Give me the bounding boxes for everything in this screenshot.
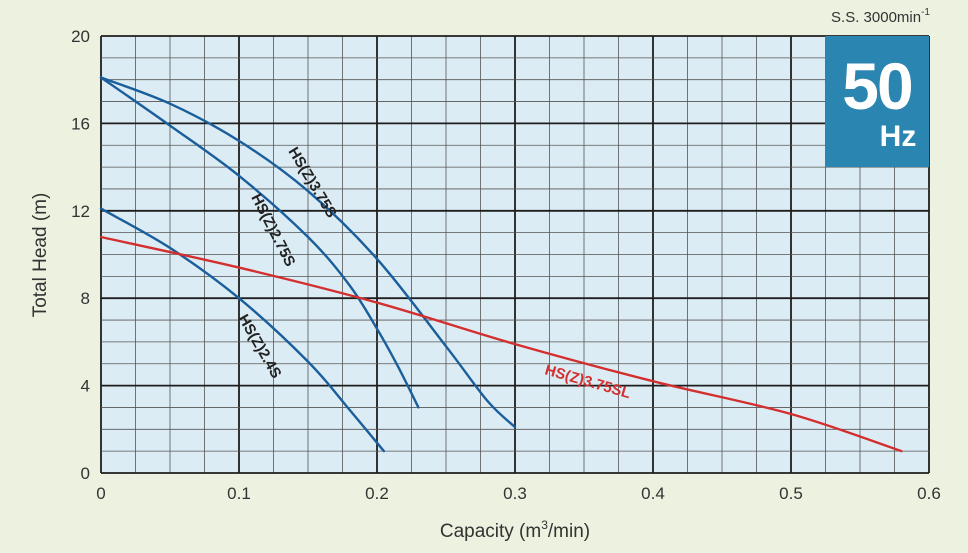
x-tick-label: 0.5 [779, 484, 803, 503]
y-tick-label: 4 [81, 377, 90, 396]
y-tick-label: 16 [71, 114, 90, 133]
series-line-hs-z-2-4s [99, 207, 386, 453]
x-axis-label-sup: 3 [541, 518, 548, 532]
series-lines [99, 76, 903, 453]
hz-badge: 50 Hz [825, 36, 929, 167]
x-tick-label: 0.3 [503, 484, 527, 503]
x-tick-label: 0.6 [917, 484, 941, 503]
hz-badge-unit: Hz [880, 120, 917, 153]
hz-badge-value: 50 [842, 49, 911, 123]
x-tick-label: 0.1 [227, 484, 251, 503]
y-tick-label: 20 [71, 27, 90, 46]
x-axis-label-prefix: Capacity (m [440, 521, 541, 542]
x-axis-label-suffix: /min) [548, 521, 590, 542]
y-tick-label: 12 [71, 202, 90, 221]
y-axis-label: Total Head (m) [30, 193, 51, 318]
series-line-hs-z-3-75sl [99, 235, 903, 453]
y-tick-labels: 0 4 8 12 16 20 [71, 27, 90, 483]
speed-label-exp: -1 [921, 7, 930, 18]
x-tick-labels: 0 0.1 0.2 0.3 0.4 0.5 0.6 [96, 484, 941, 503]
x-axis-label: Capacity (m3/min) [440, 518, 590, 542]
grid [100, 35, 930, 474]
series-line-hs-z-2-75s [99, 76, 420, 409]
x-tick-label: 0.4 [641, 484, 665, 503]
x-tick-label: 0.2 [365, 484, 389, 503]
y-tick-label: 0 [81, 464, 90, 483]
hz-badge-box [825, 36, 929, 167]
speed-label: S.S. 3000min-1 [831, 7, 930, 26]
x-tick-label: 0 [96, 484, 105, 503]
speed-label-text: S.S. 3000min [831, 9, 921, 26]
series-line-hs-z-3-75s [99, 76, 517, 429]
y-tick-label: 8 [81, 289, 90, 308]
